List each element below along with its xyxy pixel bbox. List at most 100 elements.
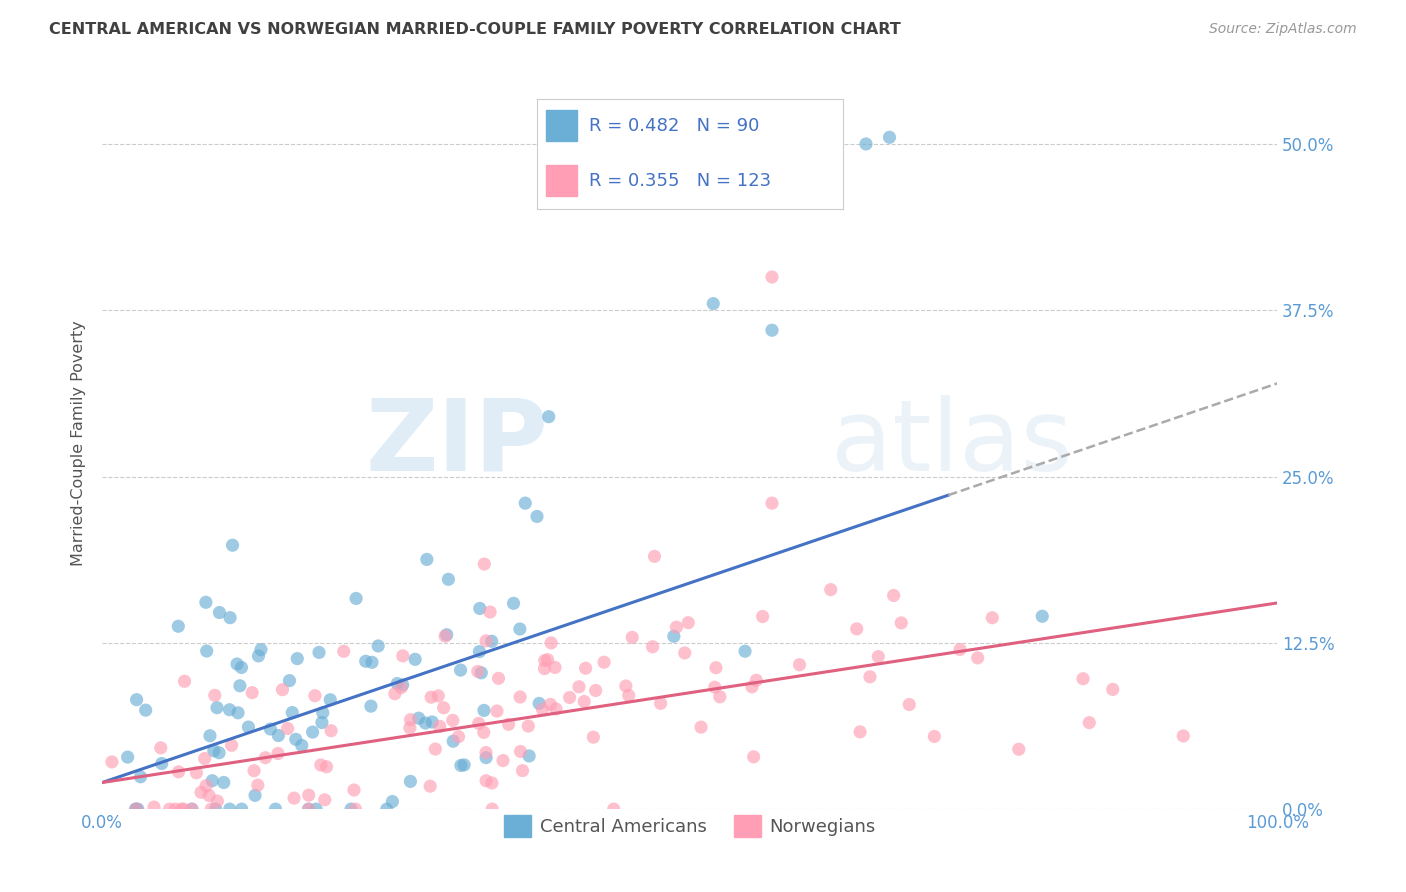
Point: [298, 788, 321, 802]
Point: [332, 644, 354, 658]
Point: [204, 689, 226, 703]
Point: [399, 774, 422, 789]
Point: [488, 671, 510, 685]
Point: [198, 729, 221, 743]
Point: [890, 615, 912, 630]
Point: [344, 591, 367, 606]
Point: [467, 716, 489, 731]
Point: [283, 791, 305, 805]
Point: [441, 734, 464, 748]
Point: [981, 611, 1004, 625]
Point: [479, 605, 502, 619]
Point: [509, 744, 531, 758]
Point: [408, 711, 430, 725]
Point: [641, 640, 664, 654]
Point: [416, 552, 439, 566]
Point: [226, 657, 249, 671]
Point: [367, 639, 389, 653]
Point: [314, 793, 336, 807]
Point: [195, 644, 218, 658]
Point: [429, 719, 451, 733]
Point: [475, 750, 498, 764]
Point: [433, 700, 456, 714]
Point: [190, 785, 212, 799]
Point: [515, 496, 537, 510]
Point: [1008, 742, 1031, 756]
Point: [536, 653, 558, 667]
Point: [593, 655, 616, 669]
Point: [436, 628, 458, 642]
Point: [340, 802, 363, 816]
Legend: Central Americans, Norwegians: Central Americans, Norwegians: [496, 807, 883, 844]
Point: [281, 706, 304, 720]
Point: [879, 130, 901, 145]
Point: [949, 642, 972, 657]
Point: [1078, 715, 1101, 730]
Point: [533, 654, 555, 668]
Point: [125, 802, 148, 816]
Point: [167, 764, 190, 779]
Point: [304, 689, 326, 703]
Point: [172, 802, 194, 816]
Point: [309, 758, 332, 772]
Point: [254, 750, 277, 764]
Point: [129, 770, 152, 784]
Point: [284, 732, 307, 747]
Point: [502, 596, 524, 610]
Point: [643, 549, 665, 564]
Point: [650, 697, 672, 711]
Point: [125, 802, 148, 816]
Point: [167, 619, 190, 633]
Point: [544, 660, 567, 674]
Point: [849, 725, 872, 739]
Point: [229, 679, 252, 693]
Point: [212, 775, 235, 789]
Point: [481, 776, 503, 790]
Point: [381, 795, 404, 809]
Point: [420, 714, 443, 729]
Point: [419, 779, 441, 793]
Point: [124, 802, 146, 816]
Point: [219, 610, 242, 624]
Point: [208, 606, 231, 620]
Point: [250, 642, 273, 657]
Point: [481, 802, 503, 816]
Point: [544, 702, 567, 716]
Point: [751, 609, 773, 624]
Point: [186, 765, 208, 780]
Point: [200, 802, 222, 816]
Point: [475, 746, 498, 760]
Point: [437, 572, 460, 586]
Point: [170, 802, 193, 816]
Point: [509, 690, 531, 704]
Point: [898, 698, 921, 712]
Point: [517, 748, 540, 763]
Point: [226, 706, 249, 720]
Point: [1173, 729, 1195, 743]
Point: [789, 657, 811, 672]
Point: [537, 409, 560, 424]
Point: [966, 651, 988, 665]
Point: [384, 687, 406, 701]
Point: [526, 509, 548, 524]
Point: [301, 725, 323, 739]
Point: [238, 720, 260, 734]
Point: [354, 654, 377, 668]
Point: [704, 661, 727, 675]
Point: [434, 629, 457, 643]
Point: [1071, 672, 1094, 686]
Point: [924, 730, 946, 744]
Text: CENTRAL AMERICAN VS NORWEGIAN MARRIED-COUPLE FAMILY POVERTY CORRELATION CHART: CENTRAL AMERICAN VS NORWEGIAN MARRIED-CO…: [49, 22, 901, 37]
Point: [165, 802, 187, 816]
Text: Source: ZipAtlas.com: Source: ZipAtlas.com: [1209, 22, 1357, 37]
Point: [425, 742, 447, 756]
Point: [761, 270, 783, 285]
Point: [540, 636, 562, 650]
Point: [472, 703, 495, 717]
Point: [745, 673, 768, 688]
Point: [221, 538, 243, 552]
Point: [231, 802, 253, 816]
Point: [617, 689, 640, 703]
Point: [391, 648, 413, 663]
Y-axis label: Married-Couple Family Poverty: Married-Couple Family Poverty: [72, 320, 86, 566]
